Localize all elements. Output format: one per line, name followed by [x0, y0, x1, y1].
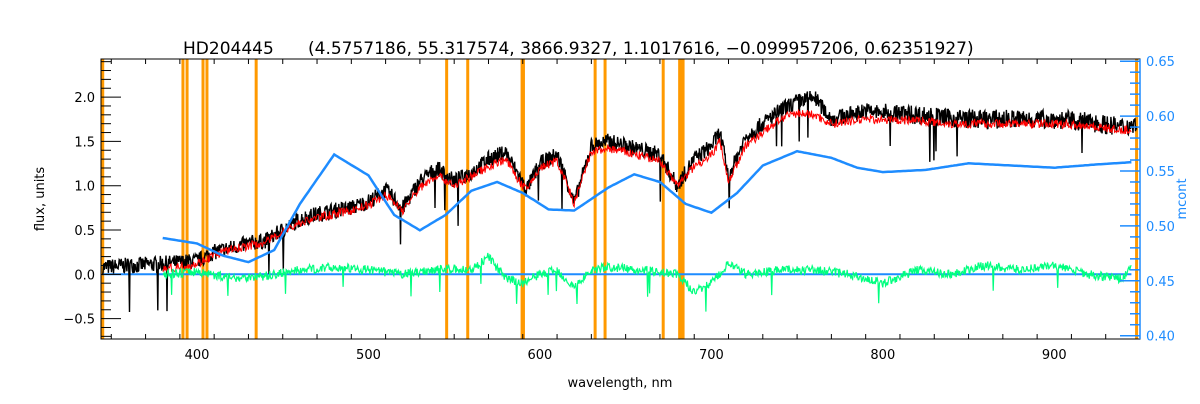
- masked-regions: [101, 59, 1139, 339]
- chart-title-params: (4.5757186, 55.317574, 3866.9327, 1.1017…: [308, 39, 974, 59]
- y2-axis: 0.40 0.45 0.50 0.55 0.60 0.65: [1120, 55, 1175, 345]
- y-axis: −0.5 0.0 0.5 1.0 1.5 2.0: [63, 61, 121, 337]
- series-group: [102, 91, 1138, 313]
- y-tick-label: 2.0: [74, 91, 95, 106]
- x-tick-label: 500: [356, 348, 381, 363]
- y2-tick-label: 0.40: [1146, 330, 1175, 345]
- series-observed: [102, 91, 1138, 313]
- x-tick-label: 800: [870, 348, 895, 363]
- x-tick-label: 400: [185, 348, 210, 363]
- y-tick-label: 0.0: [74, 268, 95, 283]
- y2-tick-label: 0.45: [1146, 275, 1175, 290]
- y-tick-label: 1.5: [74, 135, 95, 150]
- x-axis-label: wavelength, nm: [568, 376, 673, 391]
- y2-tick-label: 0.55: [1146, 165, 1175, 180]
- y-tick-label: 1.0: [74, 180, 95, 195]
- y-tick-label: 0.5: [74, 224, 95, 239]
- y2-tick-label: 0.60: [1146, 110, 1175, 125]
- series-residual: [162, 252, 1132, 312]
- y2-axis-label: mcont: [1175, 178, 1190, 219]
- y2-tick-label: 0.50: [1146, 220, 1175, 235]
- y2-tick-label: 0.65: [1146, 55, 1175, 70]
- y-axis-label: flux, units: [33, 167, 48, 232]
- x-tick-label: 900: [1042, 348, 1067, 363]
- chart-title-star: HD204445: [183, 39, 274, 59]
- x-tick-label: 700: [699, 348, 724, 363]
- series-model: [162, 109, 1132, 275]
- x-tick-label: 600: [528, 348, 553, 363]
- x-axis: 400 500 600 700 800 900: [110, 59, 1141, 363]
- series-continuum: [162, 149, 1132, 264]
- y-tick-label: −0.5: [63, 313, 95, 328]
